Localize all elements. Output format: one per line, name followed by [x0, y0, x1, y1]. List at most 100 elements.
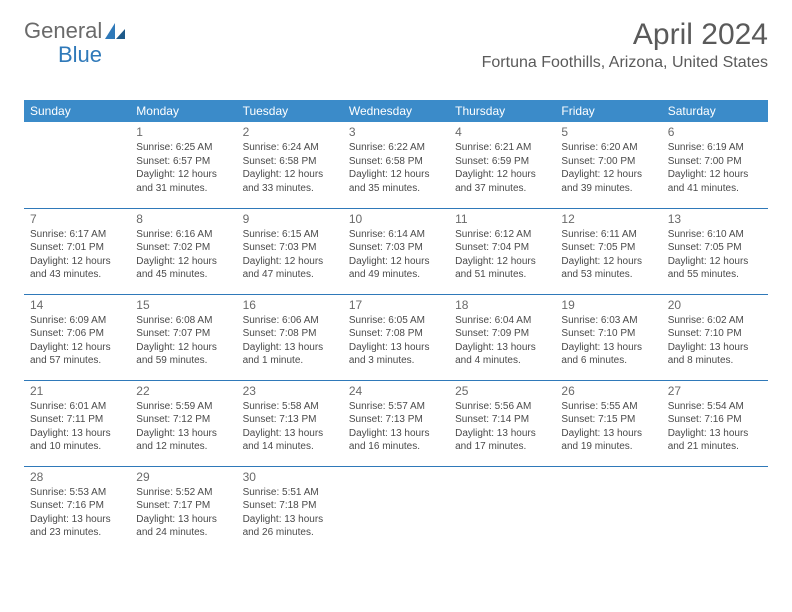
daylight-text: Daylight: 13 hours: [243, 341, 337, 355]
day-number: 4: [455, 124, 549, 140]
daylight-text: and 6 minutes.: [561, 354, 655, 368]
calendar-day-cell: 22Sunrise: 5:59 AMSunset: 7:12 PMDayligh…: [130, 380, 236, 466]
daylight-text: and 37 minutes.: [455, 182, 549, 196]
day-number: 2: [243, 124, 337, 140]
sunset-text: Sunset: 7:09 PM: [455, 327, 549, 341]
calendar-week-row: 21Sunrise: 6:01 AMSunset: 7:11 PMDayligh…: [24, 380, 768, 466]
day-number: 28: [30, 469, 124, 485]
sunrise-text: Sunrise: 5:56 AM: [455, 400, 549, 414]
daylight-text: and 49 minutes.: [349, 268, 443, 282]
calendar-day-cell: 15Sunrise: 6:08 AMSunset: 7:07 PMDayligh…: [130, 294, 236, 380]
daylight-text: and 53 minutes.: [561, 268, 655, 282]
sunrise-text: Sunrise: 6:12 AM: [455, 228, 549, 242]
daylight-text: Daylight: 13 hours: [668, 427, 762, 441]
daylight-text: Daylight: 12 hours: [243, 168, 337, 182]
daylight-text: Daylight: 12 hours: [561, 168, 655, 182]
daylight-text: and 8 minutes.: [668, 354, 762, 368]
sunrise-text: Sunrise: 5:54 AM: [668, 400, 762, 414]
daylight-text: Daylight: 13 hours: [561, 427, 655, 441]
daylight-text: and 55 minutes.: [668, 268, 762, 282]
daylight-text: Daylight: 13 hours: [455, 427, 549, 441]
dow-wednesday: Wednesday: [343, 100, 449, 122]
daylight-text: and 43 minutes.: [30, 268, 124, 282]
sunset-text: Sunset: 7:16 PM: [30, 499, 124, 513]
sunrise-text: Sunrise: 6:02 AM: [668, 314, 762, 328]
month-title: April 2024: [482, 18, 768, 52]
daylight-text: and 45 minutes.: [136, 268, 230, 282]
daylight-text: Daylight: 13 hours: [136, 427, 230, 441]
sunset-text: Sunset: 7:16 PM: [668, 413, 762, 427]
daylight-text: Daylight: 13 hours: [136, 513, 230, 527]
sunset-text: Sunset: 7:03 PM: [243, 241, 337, 255]
daylight-text: and 1 minute.: [243, 354, 337, 368]
dow-friday: Friday: [555, 100, 661, 122]
sunset-text: Sunset: 6:58 PM: [243, 155, 337, 169]
calendar-day-cell: [24, 122, 130, 208]
daylight-text: and 16 minutes.: [349, 440, 443, 454]
calendar-day-cell: 16Sunrise: 6:06 AMSunset: 7:08 PMDayligh…: [237, 294, 343, 380]
calendar-day-cell: [343, 466, 449, 552]
daylight-text: Daylight: 12 hours: [243, 255, 337, 269]
sunrise-text: Sunrise: 6:24 AM: [243, 141, 337, 155]
calendar-table: Sunday Monday Tuesday Wednesday Thursday…: [24, 100, 768, 552]
calendar-day-cell: 3Sunrise: 6:22 AMSunset: 6:58 PMDaylight…: [343, 122, 449, 208]
daylight-text: Daylight: 13 hours: [243, 427, 337, 441]
sunset-text: Sunset: 7:11 PM: [30, 413, 124, 427]
calendar-day-cell: 30Sunrise: 5:51 AMSunset: 7:18 PMDayligh…: [237, 466, 343, 552]
daylight-text: and 31 minutes.: [136, 182, 230, 196]
sunset-text: Sunset: 7:03 PM: [349, 241, 443, 255]
day-number: 25: [455, 383, 549, 399]
calendar-day-cell: [449, 466, 555, 552]
sunset-text: Sunset: 6:57 PM: [136, 155, 230, 169]
sunrise-text: Sunrise: 5:52 AM: [136, 486, 230, 500]
title-block: April 2024 Fortuna Foothills, Arizona, U…: [482, 18, 768, 72]
daylight-text: Daylight: 12 hours: [668, 168, 762, 182]
calendar-day-cell: 14Sunrise: 6:09 AMSunset: 7:06 PMDayligh…: [24, 294, 130, 380]
sunrise-text: Sunrise: 6:04 AM: [455, 314, 549, 328]
daylight-text: and 14 minutes.: [243, 440, 337, 454]
day-number: 11: [455, 211, 549, 227]
sunrise-text: Sunrise: 6:11 AM: [561, 228, 655, 242]
daylight-text: and 24 minutes.: [136, 526, 230, 540]
daylight-text: Daylight: 12 hours: [455, 255, 549, 269]
daylight-text: Daylight: 13 hours: [243, 513, 337, 527]
daylight-text: and 47 minutes.: [243, 268, 337, 282]
calendar-week-row: 7Sunrise: 6:17 AMSunset: 7:01 PMDaylight…: [24, 208, 768, 294]
sunrise-text: Sunrise: 6:09 AM: [30, 314, 124, 328]
day-number: 10: [349, 211, 443, 227]
day-number: 26: [561, 383, 655, 399]
logo-text-blue: Blue: [58, 42, 102, 67]
daylight-text: and 35 minutes.: [349, 182, 443, 196]
sunrise-text: Sunrise: 6:06 AM: [243, 314, 337, 328]
sunrise-text: Sunrise: 5:58 AM: [243, 400, 337, 414]
daylight-text: Daylight: 12 hours: [561, 255, 655, 269]
calendar-day-cell: 7Sunrise: 6:17 AMSunset: 7:01 PMDaylight…: [24, 208, 130, 294]
daylight-text: and 21 minutes.: [668, 440, 762, 454]
calendar-day-cell: 19Sunrise: 6:03 AMSunset: 7:10 PMDayligh…: [555, 294, 661, 380]
daylight-text: Daylight: 13 hours: [455, 341, 549, 355]
daylight-text: and 23 minutes.: [30, 526, 124, 540]
daylight-text: Daylight: 12 hours: [349, 168, 443, 182]
day-number: 8: [136, 211, 230, 227]
sunrise-text: Sunrise: 6:14 AM: [349, 228, 443, 242]
sunset-text: Sunset: 7:02 PM: [136, 241, 230, 255]
sunrise-text: Sunrise: 6:21 AM: [455, 141, 549, 155]
calendar-day-cell: 27Sunrise: 5:54 AMSunset: 7:16 PMDayligh…: [662, 380, 768, 466]
sunset-text: Sunset: 7:00 PM: [561, 155, 655, 169]
logo: General: [24, 18, 128, 44]
sunrise-text: Sunrise: 6:25 AM: [136, 141, 230, 155]
calendar-day-cell: 25Sunrise: 5:56 AMSunset: 7:14 PMDayligh…: [449, 380, 555, 466]
daylight-text: and 57 minutes.: [30, 354, 124, 368]
daylight-text: and 26 minutes.: [243, 526, 337, 540]
sunset-text: Sunset: 7:04 PM: [455, 241, 549, 255]
daylight-text: Daylight: 13 hours: [668, 341, 762, 355]
sunset-text: Sunset: 7:07 PM: [136, 327, 230, 341]
calendar-day-cell: 2Sunrise: 6:24 AMSunset: 6:58 PMDaylight…: [237, 122, 343, 208]
sunrise-text: Sunrise: 6:16 AM: [136, 228, 230, 242]
day-number: 23: [243, 383, 337, 399]
sunset-text: Sunset: 7:14 PM: [455, 413, 549, 427]
day-number: 21: [30, 383, 124, 399]
calendar-day-cell: 12Sunrise: 6:11 AMSunset: 7:05 PMDayligh…: [555, 208, 661, 294]
calendar-day-cell: 8Sunrise: 6:16 AMSunset: 7:02 PMDaylight…: [130, 208, 236, 294]
sunrise-text: Sunrise: 6:22 AM: [349, 141, 443, 155]
